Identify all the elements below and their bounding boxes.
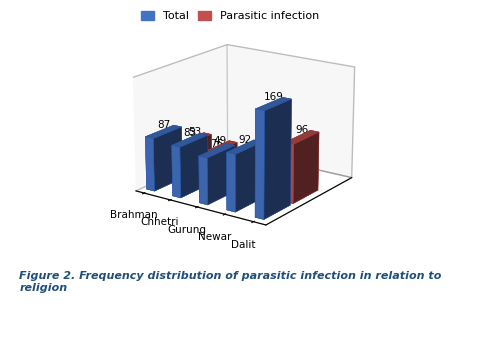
Legend: Total, Parasitic infection: Total, Parasitic infection (138, 8, 321, 23)
Text: Figure 2. Frequency distribution of parasitic infection in relation to
religion: Figure 2. Frequency distribution of para… (19, 271, 442, 293)
